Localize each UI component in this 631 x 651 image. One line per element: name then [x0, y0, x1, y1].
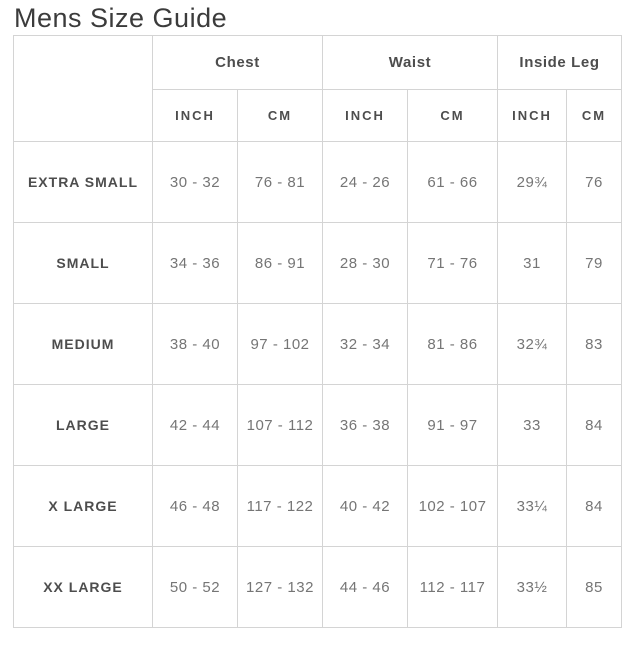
chest-cm-value: 107 - 112 [237, 384, 323, 466]
group-header-row: Chest Waist Inside Leg [13, 35, 623, 142]
inside-leg-inch-value: 32¾ [497, 303, 568, 385]
unit-header-inside-leg-cm: CM [566, 89, 623, 142]
inside-leg-inch-value: 29¾ [497, 141, 568, 223]
size-label: EXTRA SMALL [13, 141, 153, 223]
chest-cm-value: 86 - 91 [237, 222, 323, 304]
inside-leg-cm-value: 76 [566, 141, 623, 223]
inside-leg-inch-value: 33 [497, 384, 568, 466]
group-header-chest: Chest [152, 35, 323, 90]
unit-header-chest-cm: CM [237, 89, 323, 142]
table-row-xx-large: XX LARGE 50 - 52 127 - 132 44 - 46 112 -… [13, 546, 623, 628]
chest-inch-value: 42 - 44 [152, 384, 238, 466]
table-row-extra-small: EXTRA SMALL 30 - 32 76 - 81 24 - 26 61 -… [13, 141, 623, 223]
size-guide-table: Chest Waist Inside Leg INCH CM INCH CM I… [13, 35, 623, 628]
inside-leg-inch-value: 33½ [497, 546, 568, 628]
waist-inch-value: 28 - 30 [322, 222, 408, 304]
size-label: LARGE [13, 384, 153, 466]
size-label: XX LARGE [13, 546, 153, 628]
chest-cm-value: 127 - 132 [237, 546, 323, 628]
chest-inch-value: 30 - 32 [152, 141, 238, 223]
waist-cm-value: 91 - 97 [406, 384, 499, 466]
unit-header-waist-cm: CM [406, 89, 499, 142]
inside-leg-cm-value: 84 [566, 384, 623, 466]
waist-cm-value: 81 - 86 [406, 303, 499, 385]
table-header: Chest Waist Inside Leg INCH CM INCH CM I… [13, 35, 623, 142]
inside-leg-inch-value: 33¼ [497, 465, 568, 547]
chest-cm-value: 97 - 102 [237, 303, 323, 385]
waist-inch-value: 24 - 26 [322, 141, 408, 223]
waist-cm-value: 102 - 107 [406, 465, 499, 547]
table-row-large: LARGE 42 - 44 107 - 112 36 - 38 91 - 97 … [13, 384, 623, 466]
chest-cm-value: 117 - 122 [237, 465, 323, 547]
waist-inch-value: 32 - 34 [322, 303, 408, 385]
waist-cm-value: 71 - 76 [406, 222, 499, 304]
group-header-waist: Waist [321, 35, 499, 90]
chest-inch-value: 50 - 52 [152, 546, 238, 628]
unit-header-row: INCH CM INCH CM INCH CM [14, 89, 623, 142]
inside-leg-cm-value: 85 [566, 546, 623, 628]
unit-header-waist-inch: INCH [322, 89, 408, 142]
page-title: Mens Size Guide [14, 3, 228, 33]
table-row-x-large: X LARGE 46 - 48 117 - 122 40 - 42 102 - … [13, 465, 623, 547]
chest-inch-value: 46 - 48 [152, 465, 238, 547]
waist-inch-value: 44 - 46 [322, 546, 408, 628]
table-row-small: SMALL 34 - 36 86 - 91 28 - 30 71 - 76 31… [13, 222, 623, 304]
chest-inch-value: 38 - 40 [152, 303, 238, 385]
size-label: X LARGE [13, 465, 153, 547]
chest-inch-value: 34 - 36 [152, 222, 238, 304]
inside-leg-cm-value: 79 [566, 222, 623, 304]
inside-leg-inch-value: 31 [497, 222, 568, 304]
chest-cm-value: 76 - 81 [237, 141, 323, 223]
size-label: SMALL [13, 222, 153, 304]
corner-cell [13, 35, 153, 142]
inside-leg-cm-value: 84 [566, 465, 623, 547]
unit-header-chest-inch: INCH [152, 89, 238, 142]
waist-cm-value: 61 - 66 [406, 141, 499, 223]
waist-cm-value: 112 - 117 [406, 546, 499, 628]
unit-header-inside-leg-inch: INCH [497, 89, 568, 142]
inside-leg-cm-value: 83 [566, 303, 623, 385]
table-body: EXTRA SMALL 30 - 32 76 - 81 24 - 26 61 -… [13, 141, 623, 628]
table-row-medium: MEDIUM 38 - 40 97 - 102 32 - 34 81 - 86 … [13, 303, 623, 385]
waist-inch-value: 40 - 42 [322, 465, 408, 547]
size-label: MEDIUM [13, 303, 153, 385]
group-header-inside-leg: Inside Leg [497, 35, 623, 90]
waist-inch-value: 36 - 38 [322, 384, 408, 466]
